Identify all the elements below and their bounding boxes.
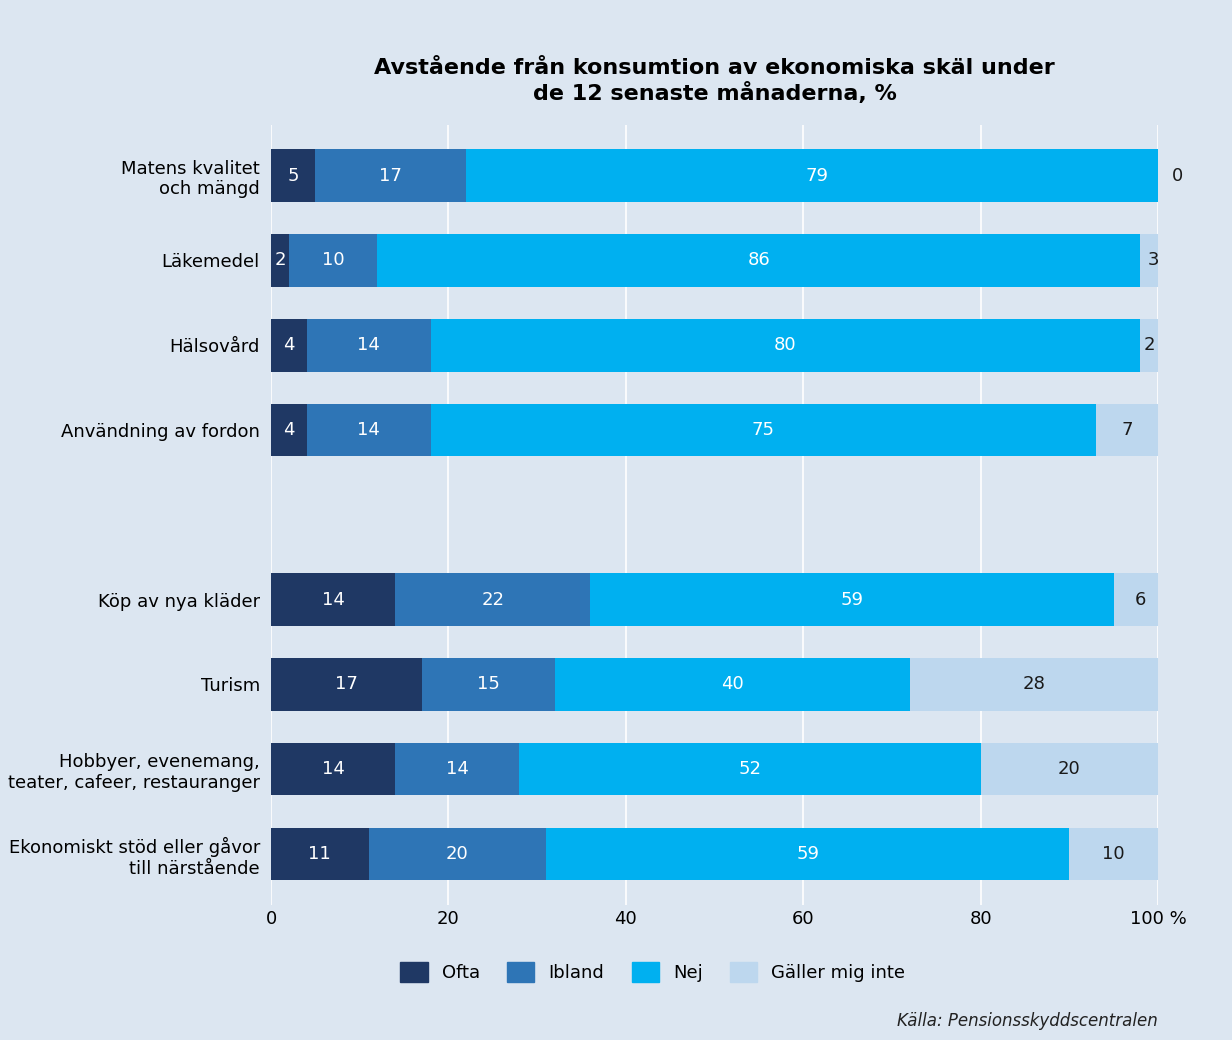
Text: 17: 17 bbox=[335, 675, 357, 694]
Text: 4: 4 bbox=[283, 336, 294, 355]
Bar bbox=[271, 319, 307, 371]
Bar bbox=[271, 150, 315, 202]
Text: 0: 0 bbox=[1172, 166, 1183, 185]
Bar bbox=[271, 234, 288, 287]
Text: 80: 80 bbox=[774, 336, 797, 355]
Text: 79: 79 bbox=[804, 166, 828, 185]
Bar bbox=[307, 319, 431, 371]
Text: 4: 4 bbox=[283, 421, 294, 439]
Text: 2: 2 bbox=[275, 252, 286, 269]
Bar bbox=[315, 150, 466, 202]
Bar bbox=[554, 658, 909, 710]
Bar bbox=[1141, 234, 1167, 287]
Bar bbox=[981, 743, 1158, 796]
Bar bbox=[909, 658, 1158, 710]
Bar bbox=[431, 319, 1141, 371]
Bar bbox=[546, 828, 1069, 880]
Bar bbox=[395, 573, 590, 626]
Bar bbox=[466, 150, 1167, 202]
Text: 7: 7 bbox=[1121, 421, 1132, 439]
Text: 86: 86 bbox=[748, 252, 770, 269]
Bar bbox=[1096, 404, 1158, 457]
Text: 14: 14 bbox=[357, 421, 379, 439]
Text: 28: 28 bbox=[1023, 675, 1045, 694]
Text: 14: 14 bbox=[446, 760, 468, 778]
Bar bbox=[520, 743, 981, 796]
Bar bbox=[590, 573, 1114, 626]
Text: 3: 3 bbox=[1148, 252, 1159, 269]
Bar bbox=[271, 573, 395, 626]
Legend: Ofta, Ibland, Nej, Gäller mig inte: Ofta, Ibland, Nej, Gäller mig inte bbox=[393, 955, 913, 989]
Text: 10: 10 bbox=[1103, 844, 1125, 863]
Text: 15: 15 bbox=[477, 675, 500, 694]
Text: 59: 59 bbox=[796, 844, 819, 863]
Bar bbox=[431, 404, 1096, 457]
Bar bbox=[271, 828, 368, 880]
Text: 6: 6 bbox=[1135, 591, 1146, 608]
Title: Avstående från konsumtion av ekonomiska skäl under
de 12 senaste månaderna, %: Avstående från konsumtion av ekonomiska … bbox=[375, 58, 1055, 104]
Text: 5: 5 bbox=[287, 166, 299, 185]
Text: 40: 40 bbox=[721, 675, 744, 694]
Text: Källa: Pensionsskyddscentralen: Källa: Pensionsskyddscentralen bbox=[897, 1012, 1158, 1030]
Text: 20: 20 bbox=[1058, 760, 1080, 778]
Text: 2: 2 bbox=[1143, 336, 1154, 355]
Bar bbox=[1114, 573, 1167, 626]
Text: 14: 14 bbox=[357, 336, 379, 355]
Text: 11: 11 bbox=[308, 844, 331, 863]
Bar bbox=[307, 404, 431, 457]
Text: 22: 22 bbox=[482, 591, 504, 608]
Bar bbox=[271, 658, 421, 710]
Bar bbox=[1141, 319, 1158, 371]
Bar bbox=[271, 404, 307, 457]
Text: 59: 59 bbox=[840, 591, 864, 608]
Bar bbox=[1069, 828, 1158, 880]
Bar bbox=[368, 828, 546, 880]
Text: 17: 17 bbox=[379, 166, 402, 185]
Bar bbox=[377, 234, 1141, 287]
Text: 75: 75 bbox=[752, 421, 775, 439]
Bar bbox=[395, 743, 520, 796]
Text: 20: 20 bbox=[446, 844, 468, 863]
Bar bbox=[288, 234, 377, 287]
Bar bbox=[421, 658, 554, 710]
Bar bbox=[271, 743, 395, 796]
Text: 10: 10 bbox=[322, 252, 345, 269]
Text: 52: 52 bbox=[738, 760, 761, 778]
Text: 14: 14 bbox=[322, 591, 345, 608]
Text: 14: 14 bbox=[322, 760, 345, 778]
